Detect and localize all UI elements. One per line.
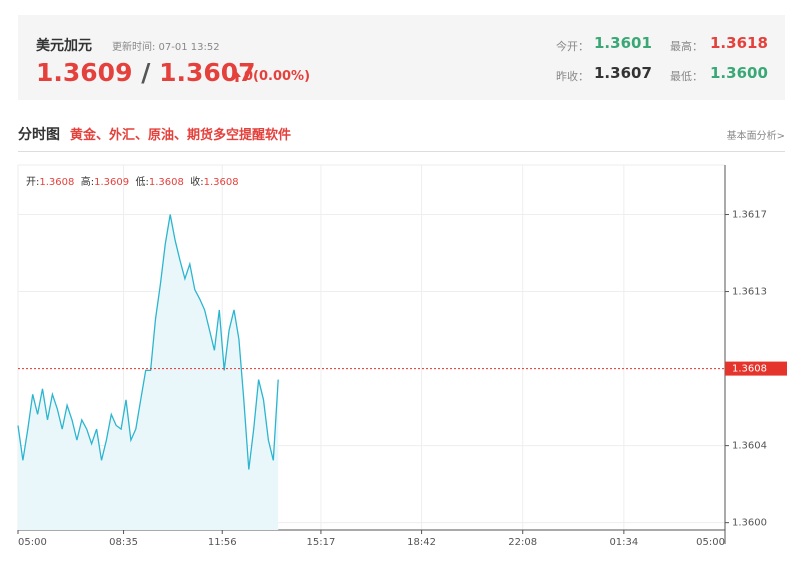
bid-price: 1.3609 (36, 58, 133, 87)
ohlc-value: 1.3609 (94, 177, 130, 188)
x-tick-label: 05:00 (18, 537, 47, 548)
ohlc-value: 1.3608 (203, 177, 239, 188)
divider (18, 151, 785, 152)
ask-price: 1.3607 (159, 58, 256, 87)
stat-label: 最高： (670, 40, 703, 53)
x-tick-label: 05:00 (696, 537, 725, 548)
symbol-title: 美元加元 (36, 38, 92, 54)
stat-label: 昨收： (556, 70, 589, 83)
x-tick-label: 08:35 (109, 537, 138, 548)
stat-label: 今开： (556, 40, 589, 53)
x-tick-label: 15:17 (307, 537, 336, 548)
stat-value: 1.3607 (594, 64, 652, 82)
price-change: 0(0.00%) (244, 69, 311, 84)
analysis-link[interactable]: 基本面分析> (726, 131, 785, 142)
current-price-label: 1.3608 (732, 364, 767, 375)
stat-value: 1.3618 (710, 34, 768, 52)
ohlc-label: 低: (135, 177, 149, 188)
ohlc-info: 开:1.3608 高:1.3609 低:1.3608 收:1.3608 (26, 173, 239, 188)
x-tick-label: 18:42 (407, 537, 436, 548)
price-line (17, 214, 279, 470)
y-tick-label: 1.3604 (732, 441, 767, 452)
ohlc-label: 高: (80, 177, 95, 188)
promo-link[interactable]: 黄金、外汇、原油、期货多空提醒软件 (70, 128, 292, 143)
x-tick-label: 01:34 (609, 537, 638, 548)
ohlc-value: 1.3608 (39, 177, 75, 188)
stat-label: 最低： (670, 70, 703, 83)
ohlc-label: 收: (190, 177, 204, 188)
y-tick-label: 1.3600 (732, 518, 767, 529)
update-time: 更新时间: 07-01 13:52 (112, 42, 220, 53)
stat-value: 1.3600 (710, 64, 768, 82)
y-tick-label: 1.3617 (732, 210, 767, 221)
section-title: 分时图 (18, 127, 60, 143)
area (18, 214, 279, 530)
y-tick-label: 1.3613 (732, 287, 767, 298)
up-arrow-icon (233, 72, 241, 82)
stat-value: 1.3601 (594, 34, 652, 52)
ohlc-label: 开: (26, 177, 40, 188)
current-price-box (725, 361, 787, 376)
x-tick-label: 22:08 (508, 537, 537, 548)
price-row: 1.3609 / 1.3607 (36, 58, 256, 87)
quote-header (18, 15, 785, 100)
x-tick-label: 11:56 (208, 537, 237, 548)
price-separator: / (141, 58, 151, 87)
ohlc-value: 1.3608 (148, 177, 184, 188)
